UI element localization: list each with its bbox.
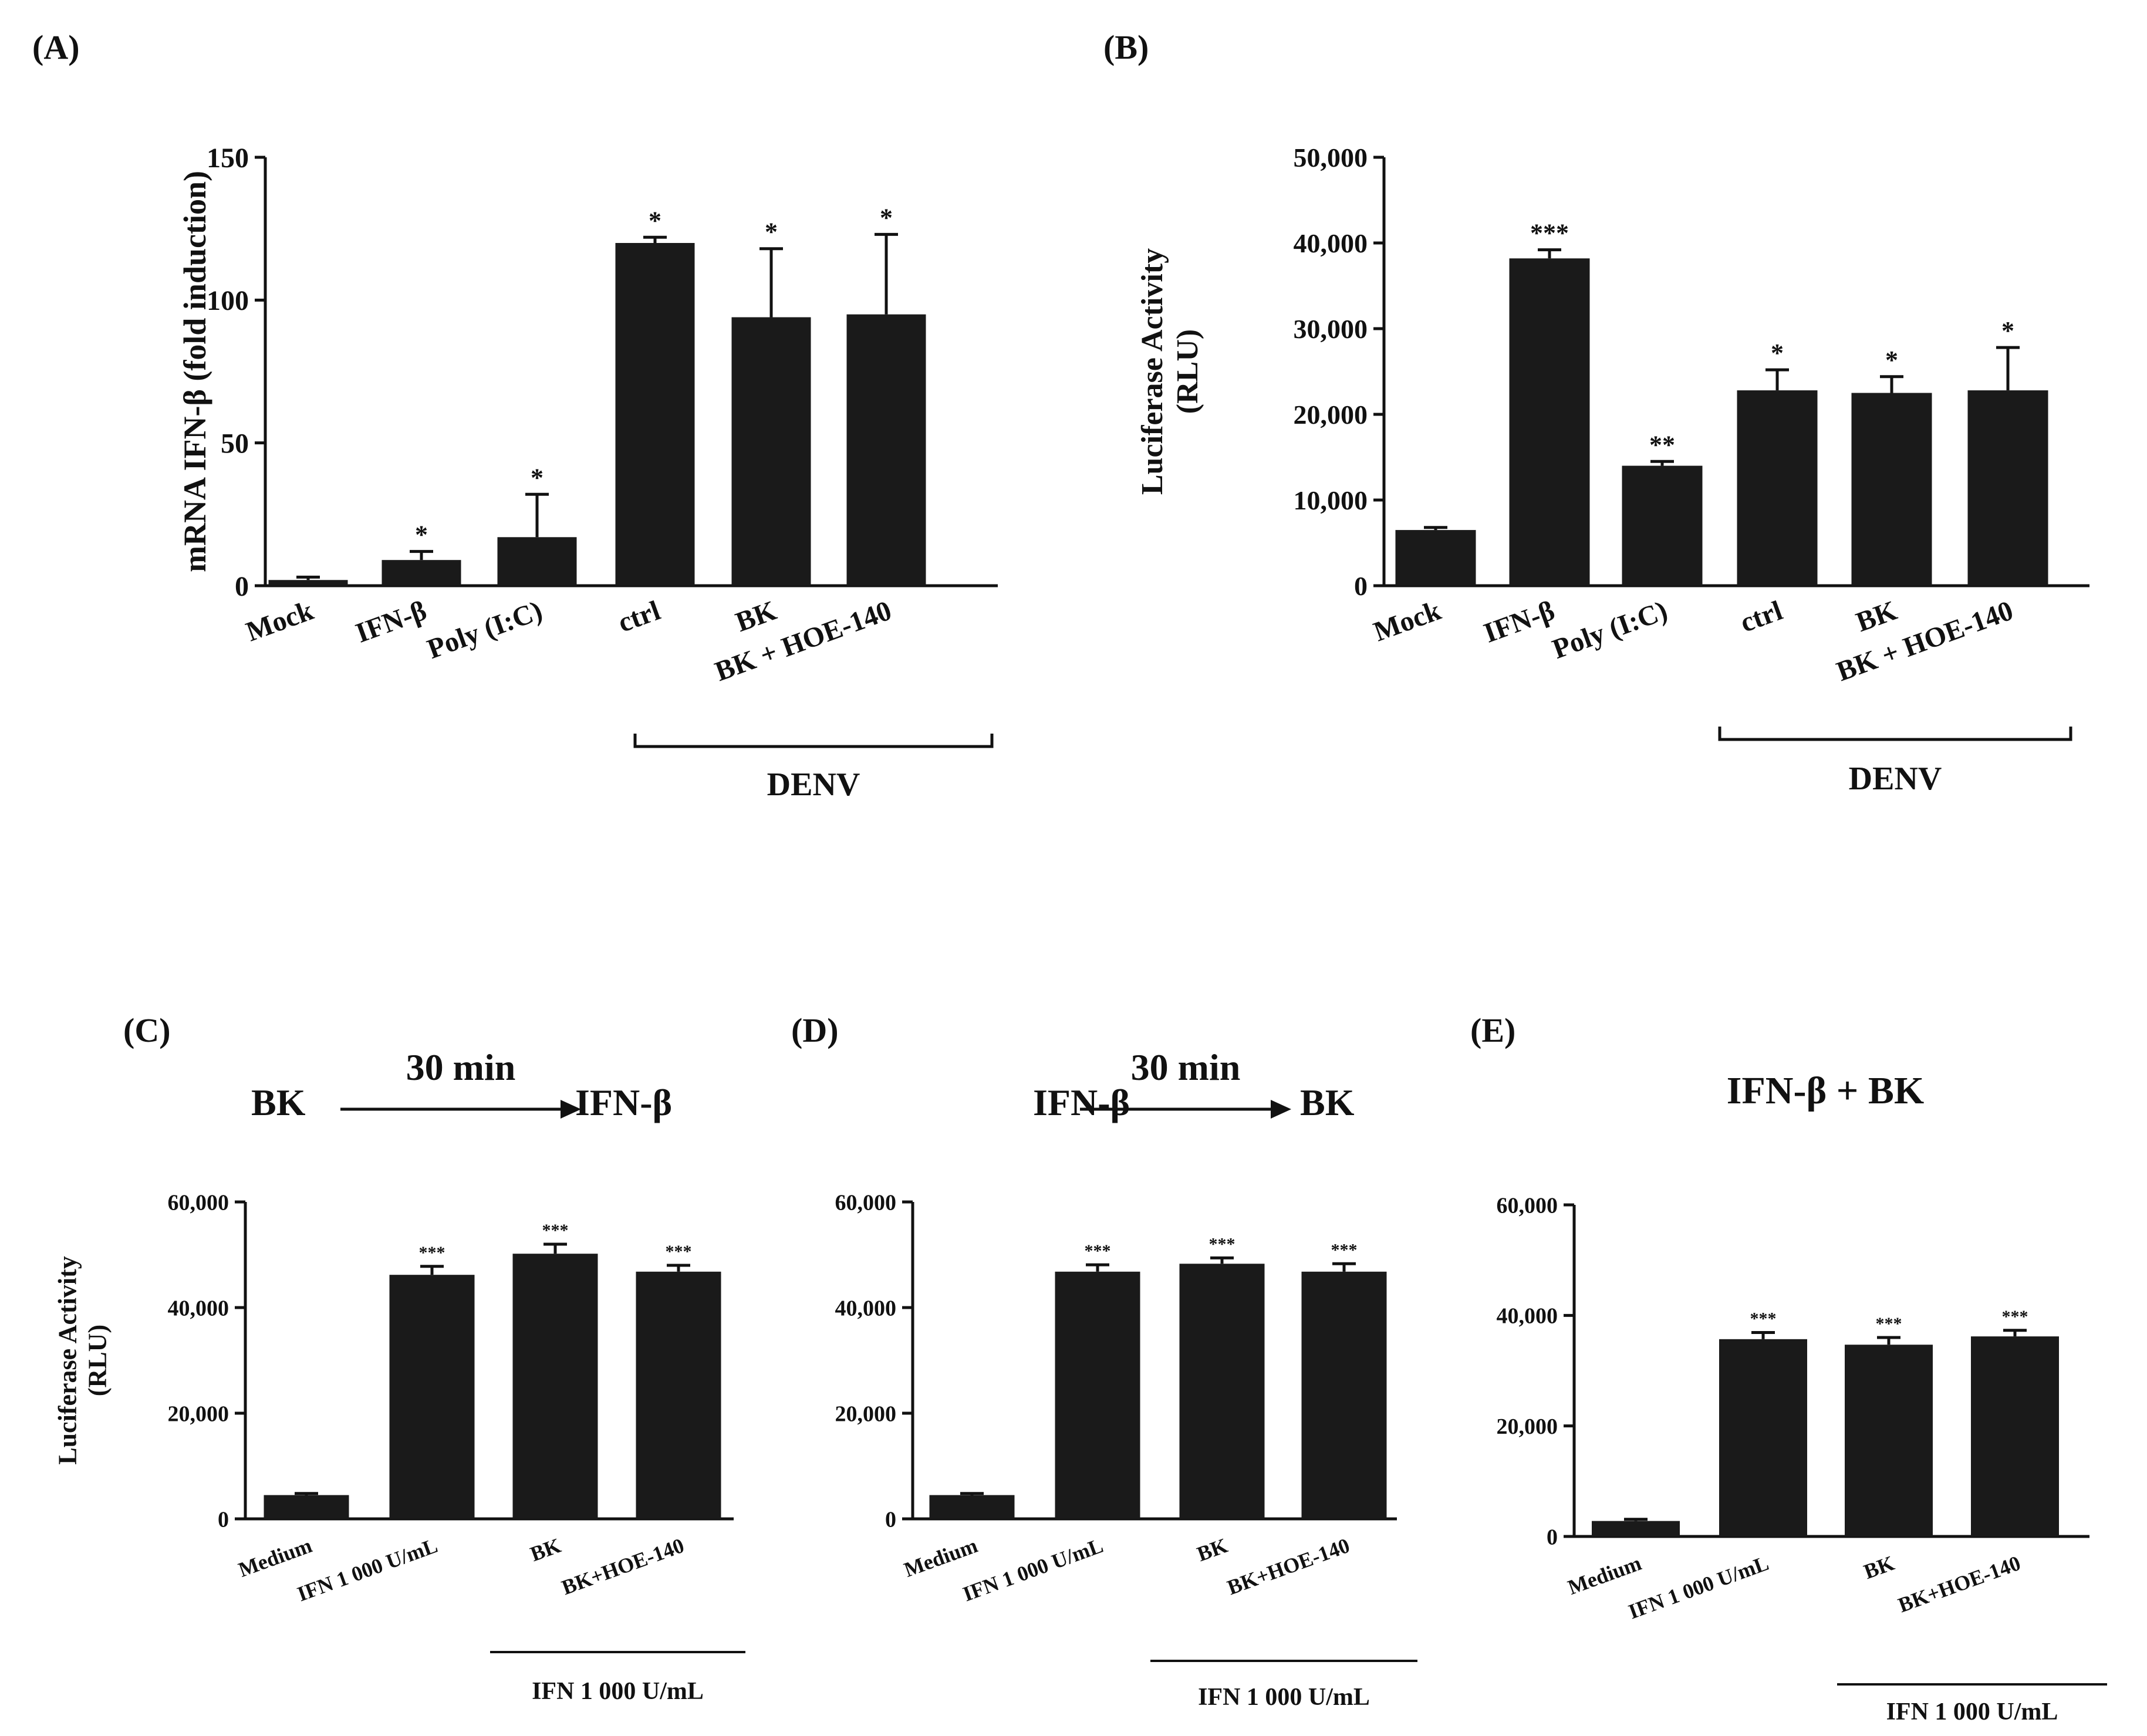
panel-label: (A) <box>32 28 80 66</box>
scheme-start-label: IFN-β <box>1033 1082 1130 1123</box>
bar <box>731 317 811 586</box>
y-tick-label: 50 <box>221 428 249 459</box>
scheme-arrow-head <box>1271 1100 1291 1119</box>
significance-mark: *** <box>542 1221 569 1240</box>
scheme-end-label: IFN-β <box>575 1082 672 1123</box>
bar <box>1851 393 1932 586</box>
bar <box>1395 530 1476 586</box>
significance-mark: * <box>415 521 428 549</box>
significance-mark: * <box>880 203 893 232</box>
significance-mark: ** <box>1649 430 1675 459</box>
bar <box>268 580 348 586</box>
bar <box>1971 1336 2059 1536</box>
group-bracket <box>633 734 994 748</box>
bar <box>1719 1339 1807 1536</box>
y-axis-label: (RLU) <box>83 1325 112 1396</box>
significance-mark: *** <box>666 1242 692 1261</box>
y-axis-label: mRNA IFN-β (fold induction) <box>177 171 212 572</box>
y-tick-label: 20,000 <box>168 1401 229 1426</box>
significance-mark: * <box>1885 346 1898 374</box>
bar <box>1301 1271 1387 1519</box>
bar <box>1055 1271 1140 1519</box>
group-bracket <box>1718 727 2072 741</box>
bar <box>264 1495 349 1519</box>
bar <box>1622 465 1703 586</box>
panel-label: (B) <box>1103 28 1149 66</box>
group-bracket-label: DENV <box>1849 761 1942 797</box>
significance-mark: *** <box>2002 1307 2028 1326</box>
bar <box>846 314 926 586</box>
significance-mark: *** <box>1331 1240 1358 1259</box>
y-tick-label: 40,000 <box>1294 228 1368 258</box>
y-tick-label: 150 <box>207 143 249 174</box>
y-axis-label: (RLU) <box>1171 329 1204 414</box>
y-tick-label: 0 <box>235 571 249 602</box>
panel-heading: IFN-β + BK <box>1727 1069 1924 1112</box>
bar <box>382 560 461 586</box>
group-bracket-label: IFN 1 000 U/mL <box>532 1678 704 1705</box>
bar <box>1509 258 1590 586</box>
y-tick-label: 50,000 <box>1294 143 1368 173</box>
scheme-interval-label: 30 min <box>406 1046 516 1088</box>
bar <box>636 1271 721 1519</box>
panel-label: (E) <box>1470 1011 1515 1049</box>
significance-mark: * <box>1771 339 1784 367</box>
significance-mark: *** <box>1085 1241 1111 1261</box>
scheme-arrow-head <box>561 1100 581 1119</box>
y-tick-label: 0 <box>218 1507 229 1532</box>
y-tick-label: 10,000 <box>1294 485 1368 515</box>
y-tick-label: 60,000 <box>168 1190 229 1215</box>
bar <box>1737 390 1818 586</box>
bar <box>1179 1264 1265 1519</box>
y-tick-label: 20,000 <box>1294 400 1368 430</box>
scheme-interval-label: 30 min <box>1131 1046 1241 1088</box>
y-tick-label: 40,000 <box>168 1296 229 1320</box>
y-axis-label: Luciferase Activity <box>53 1256 82 1465</box>
y-tick-label: 100 <box>207 285 249 316</box>
significance-mark: *** <box>1530 219 1569 248</box>
y-tick-label: 60,000 <box>1497 1193 1558 1218</box>
panel-label: (D) <box>791 1011 839 1049</box>
bar <box>1845 1345 1933 1536</box>
significance-mark: * <box>531 463 543 492</box>
y-tick-label: 20,000 <box>835 1401 897 1426</box>
bar <box>389 1275 475 1519</box>
panel-label: (C) <box>123 1011 171 1049</box>
significance-mark: *** <box>1876 1314 1902 1333</box>
bar <box>1592 1521 1680 1536</box>
significance-mark: * <box>765 218 778 246</box>
group-bracket-label: IFN 1 000 U/mL <box>1886 1698 2058 1725</box>
significance-mark: * <box>2001 316 2014 345</box>
y-tick-label: 0 <box>885 1507 896 1532</box>
bar <box>1967 390 2048 586</box>
bar <box>497 537 577 586</box>
bar <box>615 243 695 586</box>
bar <box>512 1254 598 1519</box>
group-bracket-label: IFN 1 000 U/mL <box>1198 1684 1370 1711</box>
significance-mark: * <box>649 206 661 235</box>
y-tick-label: 30,000 <box>1294 314 1368 344</box>
bar <box>929 1495 1015 1519</box>
group-bracket-label: DENV <box>767 766 860 803</box>
y-tick-label: 40,000 <box>1497 1304 1558 1329</box>
y-tick-label: 40,000 <box>835 1296 897 1320</box>
y-tick-label: 0 <box>1354 571 1368 601</box>
y-axis-label: Luciferase Activity <box>1136 248 1169 495</box>
y-tick-label: 20,000 <box>1497 1414 1558 1439</box>
significance-mark: *** <box>1750 1309 1777 1329</box>
scheme-end-label: BK <box>1300 1082 1355 1123</box>
significance-mark: *** <box>1209 1234 1235 1254</box>
y-tick-label: 60,000 <box>835 1190 897 1215</box>
significance-mark: *** <box>419 1243 445 1262</box>
scheme-start-label: BK <box>251 1082 306 1123</box>
y-tick-label: 0 <box>1547 1525 1558 1549</box>
